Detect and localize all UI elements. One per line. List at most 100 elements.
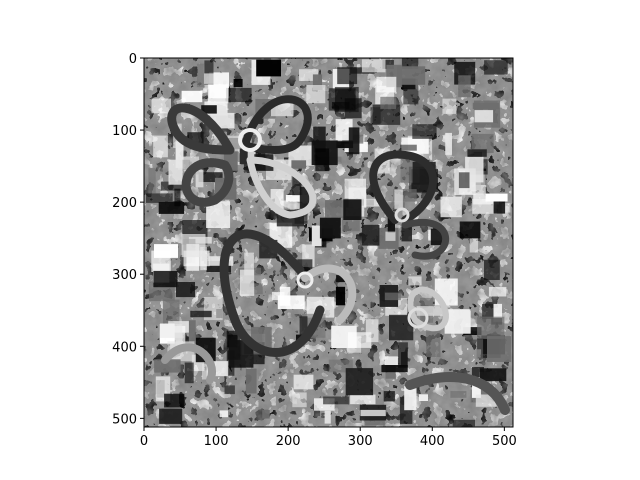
patch-block [315,148,330,172]
patch-block [426,331,441,357]
patch-block [154,244,178,258]
patch-block [206,261,231,272]
patch-block [181,234,206,258]
patch-block [262,409,270,419]
flower-outline [246,156,317,219]
patch-block [224,385,235,395]
patch-block [168,159,183,185]
patch-block [365,319,379,343]
patch-block [350,394,376,405]
patch-block [442,98,457,114]
patch-block [151,98,171,114]
patch-block [336,141,354,149]
patch-block [387,212,395,233]
patch-block [256,59,281,77]
patch-block [394,189,403,209]
y-tick-label: 100 [112,124,137,139]
patch-block [335,119,353,141]
patch-block [181,90,203,103]
patch-block [159,324,183,338]
patch-block [226,330,238,348]
patch-block [202,363,212,380]
patch-block [482,303,494,319]
patch-block [299,316,308,335]
flower-outline [241,95,312,154]
patch-block [184,362,194,384]
patch-block [292,392,307,408]
patch-block [380,96,397,110]
patch-block [416,306,445,316]
patch-block [458,75,471,98]
patch-block [195,169,204,188]
patch-block [501,203,511,213]
patch-block [146,193,173,203]
patch-block [196,63,204,88]
patch-block [383,391,395,402]
patch-block [401,226,412,242]
patch-block [176,282,195,298]
patch-block [319,217,341,239]
patch-block [323,396,349,405]
patch-block [277,295,305,310]
patch-block [472,102,500,110]
patch-block [245,368,257,394]
patch-block [239,148,248,165]
patch-block [459,221,481,239]
patch-block [477,316,505,339]
patch-block [450,391,467,398]
patch-block [207,84,229,104]
x-tick-label: 300 [348,434,373,449]
patch-block [463,327,482,335]
patch-block [487,336,512,362]
patch-block [493,195,506,214]
patch-block [188,320,196,344]
flower-outlines [161,95,510,415]
patch-block [384,356,398,365]
patch-block [175,141,184,168]
patch-block [335,286,346,306]
patch-block [404,386,417,411]
patch-block [400,144,417,151]
patch-block [291,160,307,169]
flower-center [394,207,410,223]
patch-block [312,74,323,90]
y-axis: 0 100 200 300 400 500 [112,52,144,427]
patch-block [361,224,380,246]
flower-center [296,271,314,289]
patch-block [293,374,314,390]
y-tick-label: 400 [112,340,137,355]
flower-center [238,128,262,152]
x-tick-label: 200 [276,434,301,449]
patch-block [148,168,156,194]
flower-outline [405,372,510,415]
patch-block [476,339,484,359]
y-tick-label: 0 [129,52,137,67]
patch-block [401,352,408,366]
patch-block [471,133,494,153]
patch-block [381,365,408,373]
x-axis: 0 100 200 300 400 500 [140,427,517,449]
patch-block [452,419,475,427]
patch-block [465,156,484,183]
patch-block [174,188,181,207]
patch-block [444,309,471,334]
patch-block [292,177,301,196]
patch-block [233,79,243,88]
patch-block [376,76,397,93]
y-tick-label: 500 [112,412,137,427]
patch-block [474,110,494,123]
y-tick-label: 200 [112,196,137,211]
flower-outline [401,219,450,260]
patch-block [325,200,346,218]
patch-block [219,410,228,418]
flower-outline [407,286,449,332]
patch-block [244,252,254,276]
patch-block [311,225,322,247]
flower-outline [301,264,357,324]
patch-block [285,195,314,202]
patch-block [153,270,178,288]
patch-block [201,105,217,114]
patch-block [158,202,185,214]
patch-block [488,286,507,297]
